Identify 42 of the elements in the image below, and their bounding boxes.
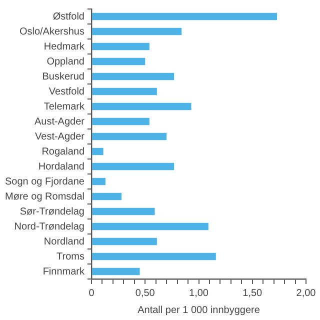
y-tick-label: Oppland bbox=[46, 56, 84, 68]
bar bbox=[92, 58, 146, 66]
bar bbox=[92, 88, 157, 96]
x-tick-label: 1,00 bbox=[189, 288, 209, 299]
y-tick-label: Buskerud bbox=[42, 71, 84, 82]
bar bbox=[92, 118, 150, 126]
y-tick-label: Finnmark bbox=[42, 266, 86, 278]
y-tick-label: Telemark bbox=[44, 101, 86, 112]
x-tick-label: 2,00 bbox=[296, 288, 316, 299]
bar bbox=[92, 192, 122, 200]
bar bbox=[92, 252, 216, 260]
y-tick-label: Oslo/Akershus bbox=[19, 26, 84, 38]
y-tick-label: Møre og Romsdal bbox=[5, 191, 84, 202]
bar bbox=[92, 222, 208, 230]
bar bbox=[92, 132, 167, 140]
bar bbox=[92, 148, 104, 156]
y-tick-label: Rogaland bbox=[42, 146, 84, 158]
bar bbox=[92, 28, 182, 36]
x-tick-label: 1,50 bbox=[242, 288, 263, 299]
y-tick-label: Vest-Agder bbox=[35, 131, 86, 142]
y-tick-label: Aust-Agder bbox=[34, 116, 86, 128]
y-tick-label: Troms bbox=[56, 251, 84, 262]
y-tick-label: Sogn og Fjordane bbox=[4, 176, 85, 188]
bar bbox=[92, 268, 140, 276]
y-tick-label: Østfold bbox=[52, 11, 84, 22]
y-tick-label: Nord-Trøndelag bbox=[14, 221, 84, 232]
y-tick-label: Vestfold bbox=[48, 86, 84, 98]
bar bbox=[92, 12, 278, 20]
bar bbox=[92, 238, 157, 246]
x-tick-label: 0 bbox=[88, 288, 95, 299]
bar bbox=[92, 42, 150, 50]
bar bbox=[92, 162, 174, 170]
bar bbox=[92, 178, 106, 186]
bar bbox=[92, 102, 192, 110]
x-axis-title: Antall per 1 000 innbyggere bbox=[138, 304, 260, 316]
y-tick-label: Sør-Trøndelag bbox=[20, 206, 84, 218]
bar bbox=[92, 208, 155, 216]
y-tick-label: Hordaland bbox=[38, 161, 84, 172]
y-tick-label: Hedmark bbox=[44, 41, 86, 52]
bar bbox=[92, 72, 174, 80]
x-tick-label: 0,50 bbox=[135, 288, 156, 299]
y-tick-label: Nordland bbox=[44, 236, 84, 248]
